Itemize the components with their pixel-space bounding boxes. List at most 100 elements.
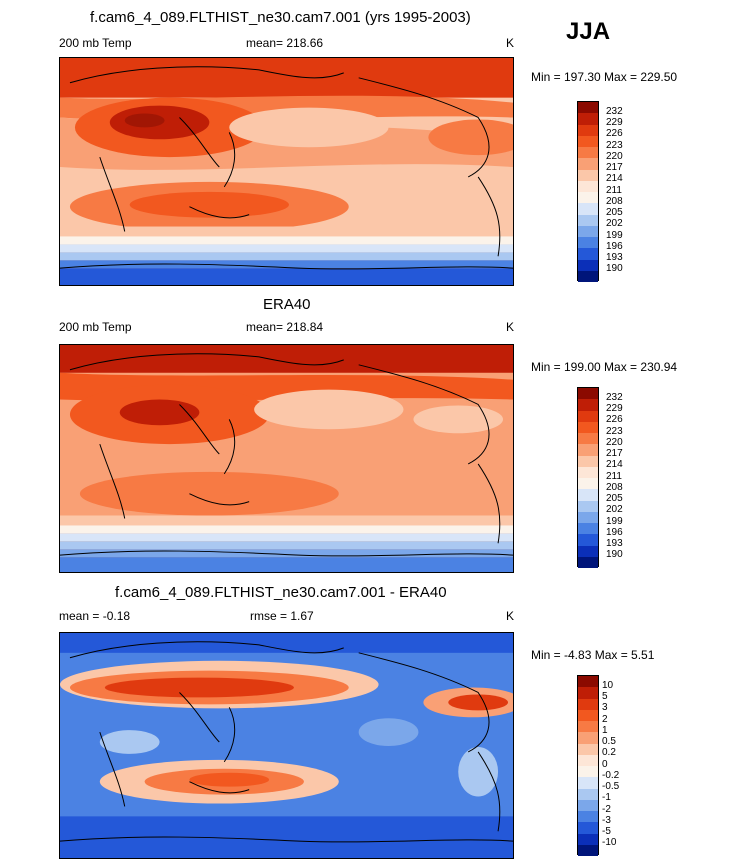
colorbar-tick-label: 10 (602, 680, 614, 691)
panel3-minmax-label: Min = -4.83 Max = 5.51 (531, 648, 655, 662)
colorbar-tick-label: -1 (602, 792, 611, 803)
colorbar-swatch (578, 169, 598, 181)
colorbar-tick-label: -0.5 (602, 781, 620, 792)
colorbar-swatch (578, 444, 598, 456)
colorbar-tick-label: 190 (606, 263, 623, 274)
colorbar-tick-label: 199 (606, 230, 623, 241)
colorbar-swatch (578, 180, 598, 192)
panel2-map (59, 344, 514, 573)
colorbar-swatch (578, 698, 598, 710)
colorbar-tick-label: 226 (606, 414, 623, 425)
colorbar-tick-label: 211 (606, 185, 622, 196)
colorbar-swatch (578, 259, 598, 271)
colorbar-tick-label: 199 (606, 516, 623, 527)
colorbar-swatch (578, 777, 598, 789)
colorbar-tick-label: 217 (606, 448, 623, 459)
colorbar-tick-label: 214 (606, 173, 623, 184)
panel2-variable-label: 200 mb Temp (59, 320, 132, 334)
colorbar-tick-label: 196 (606, 241, 623, 252)
colorbar-tick-label: 223 (606, 140, 623, 151)
colorbar-tick-label: 211 (606, 471, 622, 482)
colorbar-tick-label: 0.5 (602, 736, 616, 747)
colorbar-swatch (578, 410, 598, 422)
colorbar-tick-label: 3 (602, 702, 608, 713)
colorbar-swatch (578, 248, 598, 260)
colorbar-tick-label: 193 (606, 538, 623, 549)
colorbar-swatch (578, 822, 598, 834)
colorbar-swatch (578, 500, 598, 512)
panel2-minmax-label: Min = 199.00 Max = 230.94 (531, 360, 678, 374)
colorbar-swatch (578, 844, 598, 856)
colorbar-swatch (578, 113, 598, 125)
colorbar-swatch (578, 489, 598, 501)
colorbar-swatch (578, 455, 598, 467)
panel2-units-label: K (506, 320, 515, 334)
panel1-minmax-label: Min = 197.30 Max = 229.50 (531, 70, 678, 84)
colorbar-swatch (578, 709, 598, 721)
colorbar-tick-label: 214 (606, 459, 623, 470)
panel1-title: f.cam6_4_089.FLTHIST_ne30.cam7.001 (yrs … (90, 9, 471, 26)
colorbar-swatch (578, 192, 598, 204)
colorbar-tick-label: 226 (606, 128, 623, 139)
colorbar-swatch (578, 270, 598, 282)
colorbar-swatch (578, 135, 598, 147)
colorbar-swatch (578, 147, 598, 159)
colorbar-swatch (578, 421, 598, 433)
colorbar-tick-label: 232 (606, 392, 623, 403)
panel2-colorbar (577, 387, 599, 568)
colorbar-tick-label: -5 (602, 826, 611, 837)
colorbar-swatch (578, 732, 598, 744)
colorbar-tick-label: 229 (606, 403, 623, 414)
colorbar-swatch (578, 203, 598, 215)
colorbar-tick-label: 220 (606, 437, 623, 448)
colorbar-swatch (578, 811, 598, 823)
colorbar-tick-label: 205 (606, 493, 623, 504)
colorbar-tick-label: -2 (602, 804, 611, 815)
panel1-map (59, 57, 514, 286)
colorbar-tick-label: -0.2 (602, 770, 620, 781)
colorbar-tick-label: 0.2 (602, 747, 616, 758)
colorbar-swatch (578, 766, 598, 778)
colorbar-swatch (578, 687, 598, 699)
colorbar-swatch (578, 237, 598, 249)
panel1-variable-label: 200 mb Temp (59, 36, 132, 50)
colorbar-swatch (578, 788, 598, 800)
colorbar-swatch (578, 523, 598, 535)
colorbar-tick-label: 5 (602, 691, 608, 702)
panel1-units-label: K (506, 36, 515, 50)
colorbar-swatch (578, 433, 598, 445)
colorbar-swatch (578, 124, 598, 136)
colorbar-swatch (578, 388, 598, 400)
colorbar-swatch (578, 676, 598, 688)
colorbar-swatch (578, 466, 598, 478)
panel2-title: ERA40 (263, 296, 311, 313)
colorbar-swatch (578, 556, 598, 568)
colorbar-tick-label: 205 (606, 207, 623, 218)
colorbar-swatch (578, 158, 598, 170)
colorbar-swatch (578, 225, 598, 237)
colorbar-tick-label: -10 (602, 837, 617, 848)
colorbar-tick-label: 232 (606, 106, 623, 117)
colorbar-tick-label: 223 (606, 426, 623, 437)
season-label: JJA (566, 18, 611, 45)
panel3-title: f.cam6_4_089.FLTHIST_ne30.cam7.001 - ERA… (115, 584, 447, 601)
colorbar-swatch (578, 399, 598, 411)
colorbar-swatch (578, 754, 598, 766)
colorbar-swatch (578, 545, 598, 557)
colorbar-tick-label: 193 (606, 252, 623, 263)
panel3-map (59, 632, 514, 859)
colorbar-tick-label: 2 (602, 714, 608, 725)
colorbar-tick-label: 208 (606, 482, 623, 493)
colorbar-swatch (578, 743, 598, 755)
colorbar-swatch (578, 511, 598, 523)
colorbar-tick-label: 229 (606, 117, 623, 128)
colorbar-swatch (578, 102, 598, 114)
colorbar-tick-label: 190 (606, 549, 623, 560)
colorbar-tick-label: 1 (602, 725, 608, 736)
colorbar-tick-label: 196 (606, 527, 623, 538)
colorbar-tick-label: 202 (606, 504, 623, 515)
colorbar-swatch (578, 799, 598, 811)
colorbar-swatch (578, 721, 598, 733)
panel3-rmse-label: rmse = 1.67 (250, 609, 314, 623)
panel3-colorbar (577, 675, 599, 856)
